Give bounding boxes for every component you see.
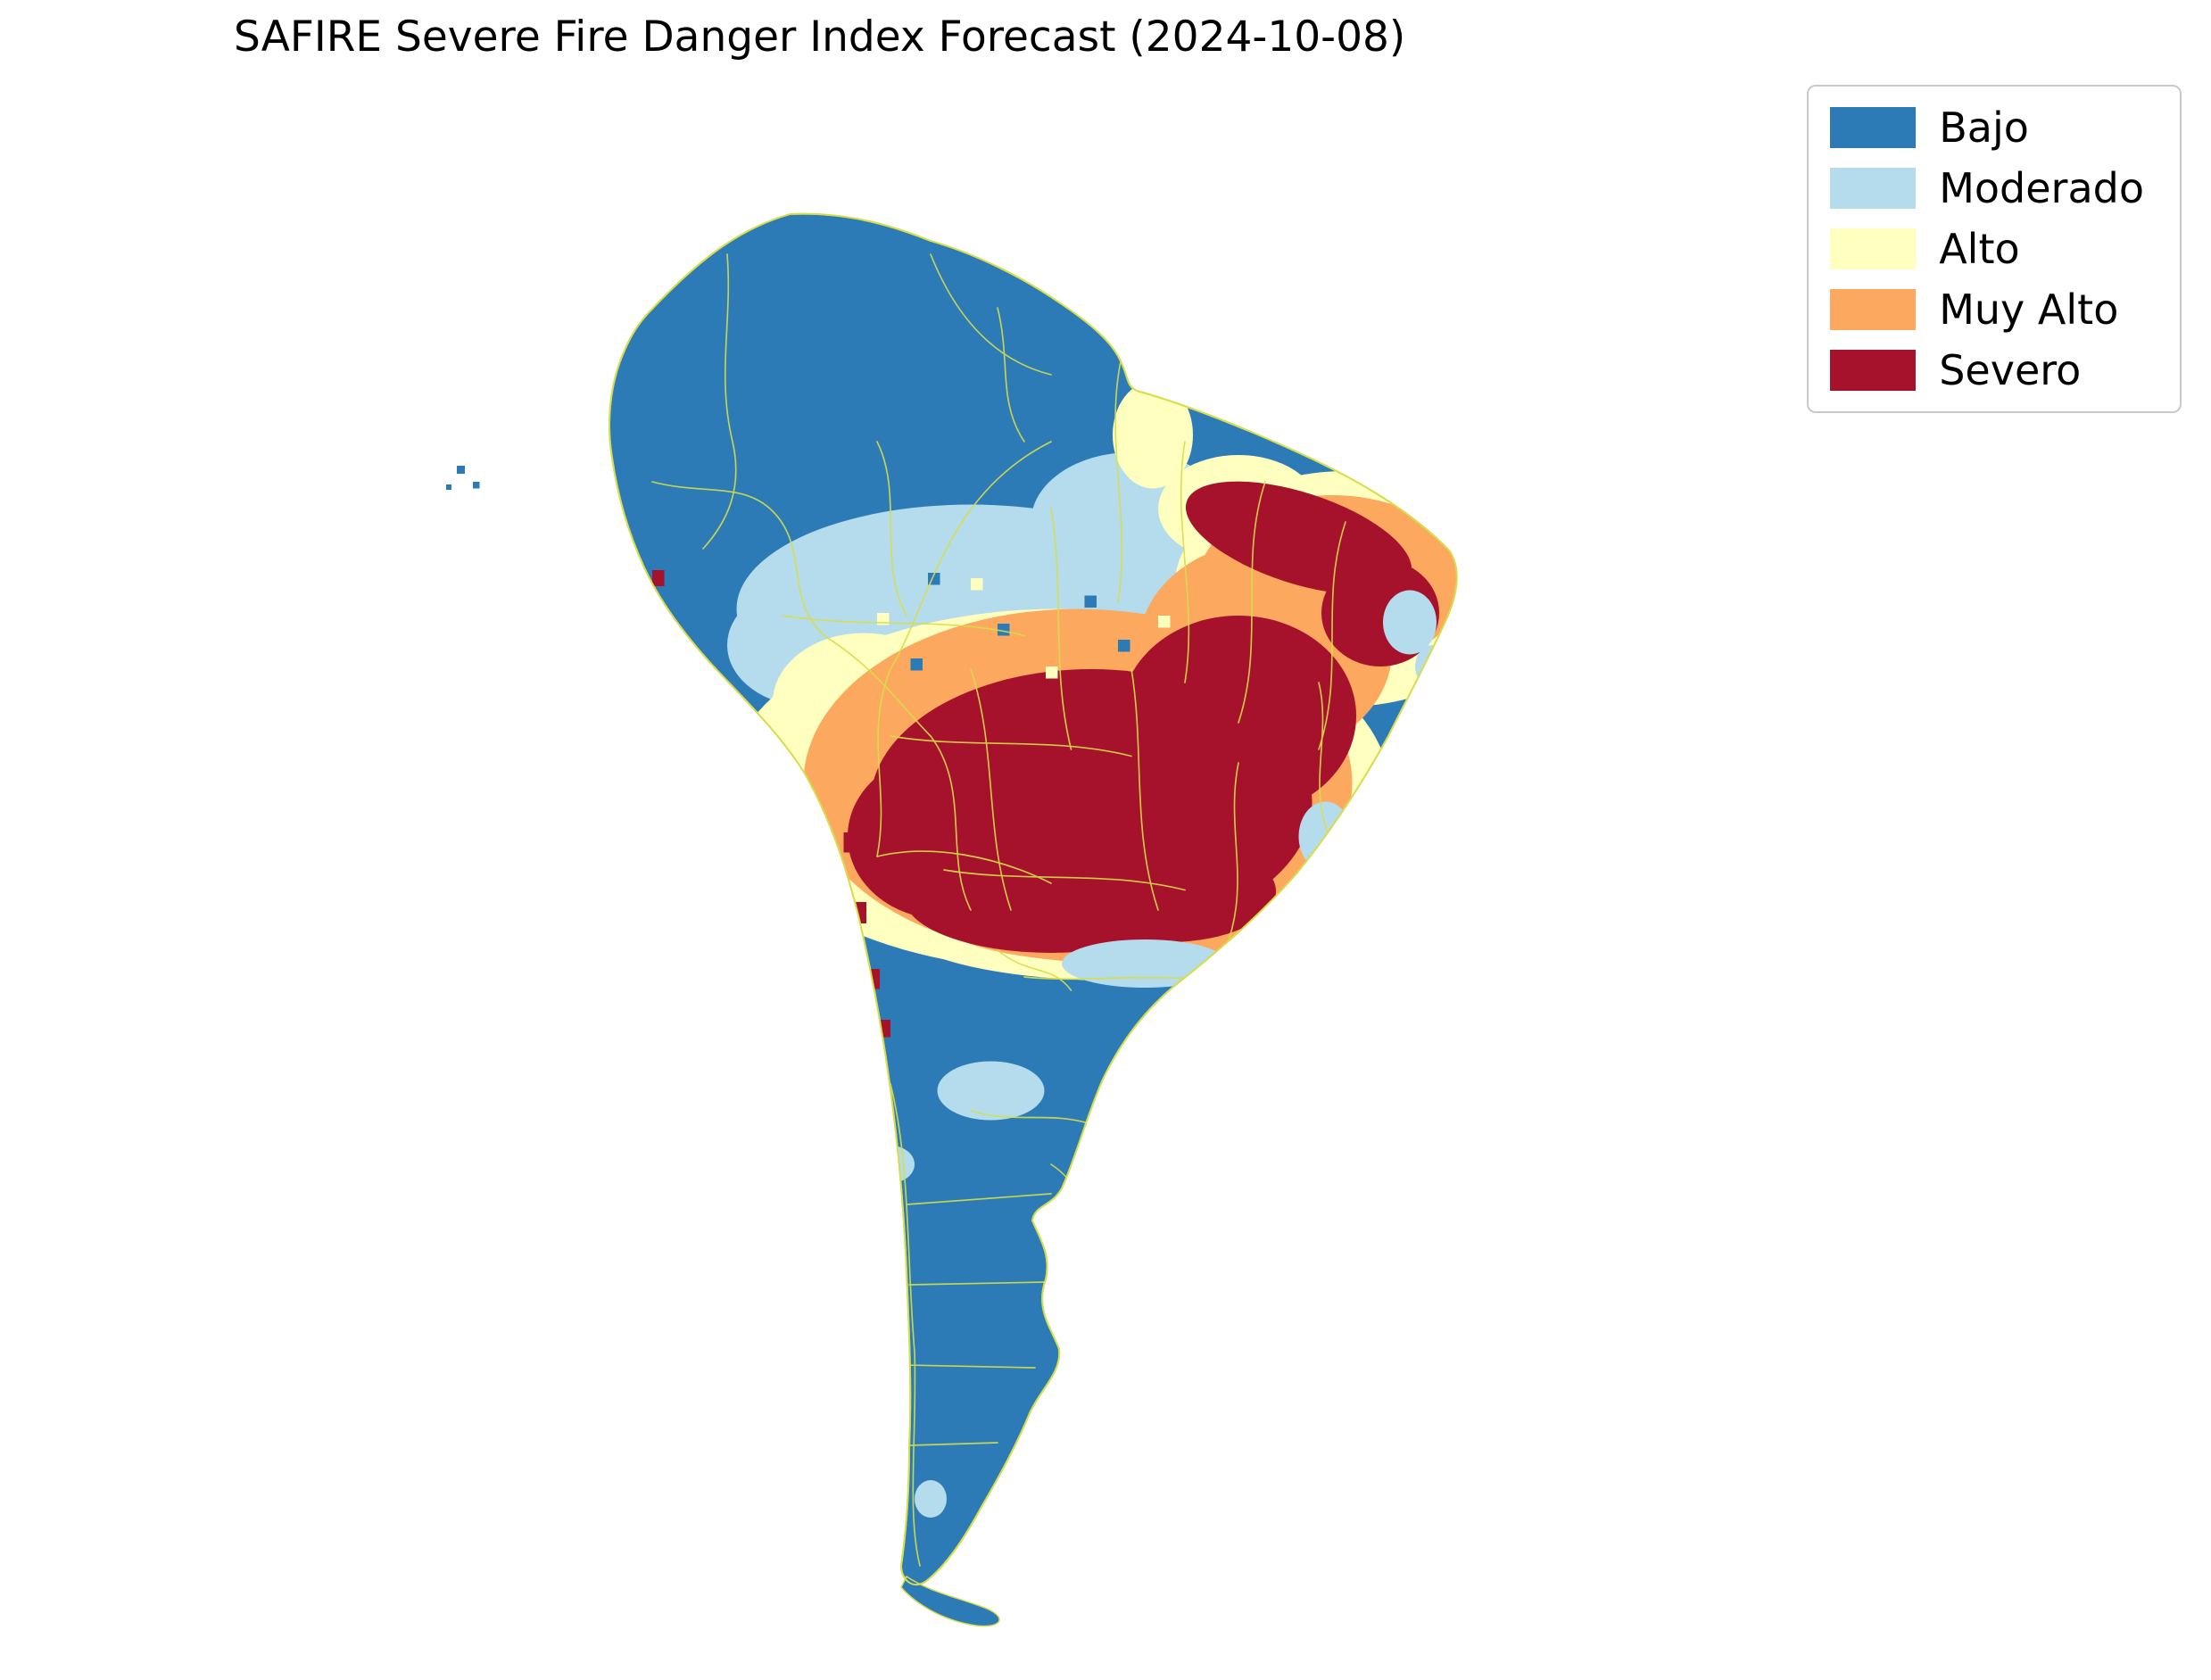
tierra-del-fuego	[900, 1575, 1000, 1627]
legend-item-muy-alto: Muy Alto	[1830, 286, 2144, 334]
legend-label-moderado: Moderado	[1939, 163, 2144, 212]
legend-item-alto: Alto	[1830, 224, 2144, 273]
legend-swatch-muy-alto	[1830, 289, 1917, 331]
legend-swatch-severo	[1830, 350, 1917, 391]
legend-label-severo: Severo	[1939, 345, 2082, 394]
page-title: SAFIRE Severe Fire Danger Index Forecast…	[234, 12, 1406, 62]
legend-swatch-bajo	[1830, 107, 1917, 149]
legend: Bajo Moderado Alto Muy Alto Severo	[1807, 85, 2182, 414]
legend-item-bajo: Bajo	[1830, 104, 2144, 152]
legend-label-muy-alto: Muy Alto	[1939, 285, 2119, 334]
south-america-map	[446, 212, 1458, 1627]
islands-south	[900, 1575, 1000, 1627]
legend-label-alto: Alto	[1939, 224, 2020, 273]
region-severo	[652, 481, 1439, 1038]
speckles-bajo	[910, 573, 1130, 671]
legend-label-bajo: Bajo	[1939, 103, 2029, 152]
islands-galapagos	[446, 466, 480, 490]
legend-item-severo: Severo	[1830, 345, 2144, 394]
legend-swatch-alto	[1830, 228, 1917, 270]
legend-swatch-moderado	[1830, 168, 1917, 210]
legend-item-moderado: Moderado	[1830, 163, 2144, 212]
admin-boundaries	[651, 253, 1346, 1567]
